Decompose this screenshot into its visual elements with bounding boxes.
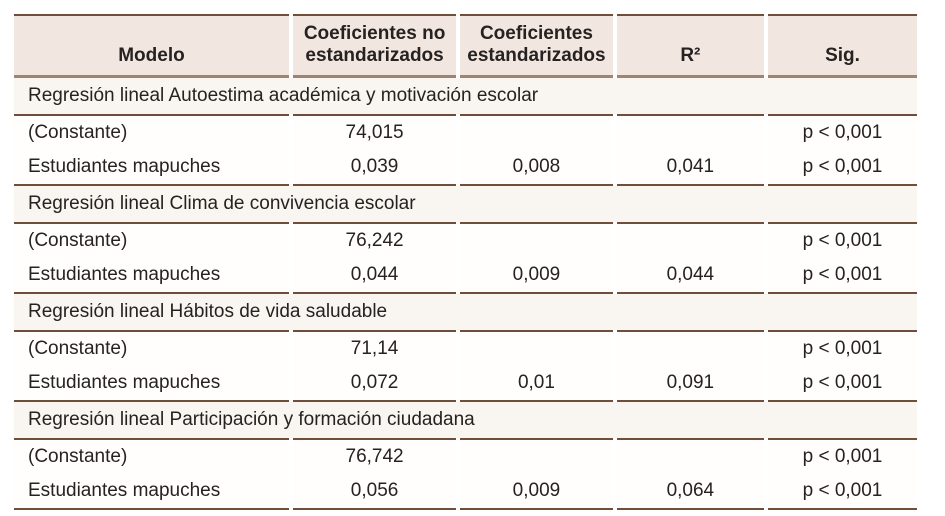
header-row: Modelo Coeficientes no estandarizados Co…	[14, 14, 917, 78]
table-body: Regresión lineal Autoestima académica y …	[14, 78, 917, 510]
column-header-coeficientes-no-estandarizados: Coeficientes no estandarizados	[292, 14, 457, 78]
cell-coef-estandarizado	[460, 222, 613, 258]
cell-coef-no-estandarizado: 0,072	[292, 366, 457, 402]
cell-coef-no-estandarizado: 0,039	[292, 150, 457, 186]
table-row-estudiantes-mapuches: Estudiantes mapuches 0,056 0,009 0,064 p…	[14, 474, 917, 510]
cell-coef-no-estandarizado: 76,242	[292, 222, 457, 258]
section-title-row-habitos: Regresión lineal Hábitos de vida saludab…	[14, 294, 917, 330]
cell-coef-no-estandarizado: 71,14	[292, 330, 457, 366]
cell-coef-estandarizado: 0,009	[460, 474, 613, 510]
cell-coef-estandarizado	[460, 330, 613, 366]
table-row-estudiantes-mapuches: Estudiantes mapuches 0,072 0,01 0,091 p …	[14, 366, 917, 402]
cell-sig: p < 0,001	[767, 330, 917, 366]
cell-sig: p < 0,001	[767, 438, 917, 474]
regression-results-table: Modelo Coeficientes no estandarizados Co…	[10, 14, 921, 510]
cell-modelo: Estudiantes mapuches	[14, 366, 289, 402]
cell-r2	[616, 114, 764, 150]
table-row-constante: (Constante) 76,742 p < 0,001	[14, 438, 917, 474]
cell-r2: 0,091	[616, 366, 764, 402]
table-row-constante: (Constante) 74,015 p < 0,001	[14, 114, 917, 150]
cell-modelo: (Constante)	[14, 222, 289, 258]
cell-coef-estandarizado	[460, 114, 613, 150]
cell-r2: 0,064	[616, 474, 764, 510]
cell-modelo: (Constante)	[14, 114, 289, 150]
cell-modelo: (Constante)	[14, 330, 289, 366]
table-row-estudiantes-mapuches: Estudiantes mapuches 0,039 0,008 0,041 p…	[14, 150, 917, 186]
cell-r2	[616, 330, 764, 366]
cell-sig: p < 0,001	[767, 474, 917, 510]
cell-coef-no-estandarizado: 0,056	[292, 474, 457, 510]
cell-coef-estandarizado: 0,009	[460, 258, 613, 294]
cell-coef-no-estandarizado: 74,015	[292, 114, 457, 150]
cell-sig: p < 0,001	[767, 258, 917, 294]
table-row-constante: (Constante) 71,14 p < 0,001	[14, 330, 917, 366]
section-title-row-clima: Regresión lineal Clima de convivencia es…	[14, 186, 917, 222]
column-header-r2: R²	[616, 14, 764, 78]
section-title-row-autoestima: Regresión lineal Autoestima académica y …	[14, 78, 917, 114]
cell-coef-estandarizado	[460, 438, 613, 474]
table-row-constante: (Constante) 76,242 p < 0,001	[14, 222, 917, 258]
section-title: Regresión lineal Clima de convivencia es…	[14, 186, 917, 222]
cell-r2	[616, 222, 764, 258]
section-title-row-participacion: Regresión lineal Participación y formaci…	[14, 402, 917, 438]
cell-r2	[616, 438, 764, 474]
cell-coef-no-estandarizado: 0,044	[292, 258, 457, 294]
cell-modelo: (Constante)	[14, 438, 289, 474]
cell-modelo: Estudiantes mapuches	[14, 150, 289, 186]
table-row-estudiantes-mapuches: Estudiantes mapuches 0,044 0,009 0,044 p…	[14, 258, 917, 294]
column-header-modelo: Modelo	[14, 14, 289, 78]
table-header: Modelo Coeficientes no estandarizados Co…	[14, 14, 917, 78]
column-header-sig: Sig.	[767, 14, 917, 78]
cell-sig: p < 0,001	[767, 150, 917, 186]
cell-coef-estandarizado: 0,008	[460, 150, 613, 186]
cell-coef-no-estandarizado: 76,742	[292, 438, 457, 474]
section-title: Regresión lineal Hábitos de vida saludab…	[14, 294, 917, 330]
cell-r2: 0,041	[616, 150, 764, 186]
cell-sig: p < 0,001	[767, 114, 917, 150]
section-title: Regresión lineal Autoestima académica y …	[14, 78, 917, 114]
cell-r2: 0,044	[616, 258, 764, 294]
cell-sig: p < 0,001	[767, 366, 917, 402]
column-header-coeficientes-estandarizados: Coeficientes estandarizados	[460, 14, 613, 78]
cell-modelo: Estudiantes mapuches	[14, 258, 289, 294]
cell-coef-estandarizado: 0,01	[460, 366, 613, 402]
section-title: Regresión lineal Participación y formaci…	[14, 402, 917, 438]
cell-sig: p < 0,001	[767, 222, 917, 258]
cell-modelo: Estudiantes mapuches	[14, 474, 289, 510]
